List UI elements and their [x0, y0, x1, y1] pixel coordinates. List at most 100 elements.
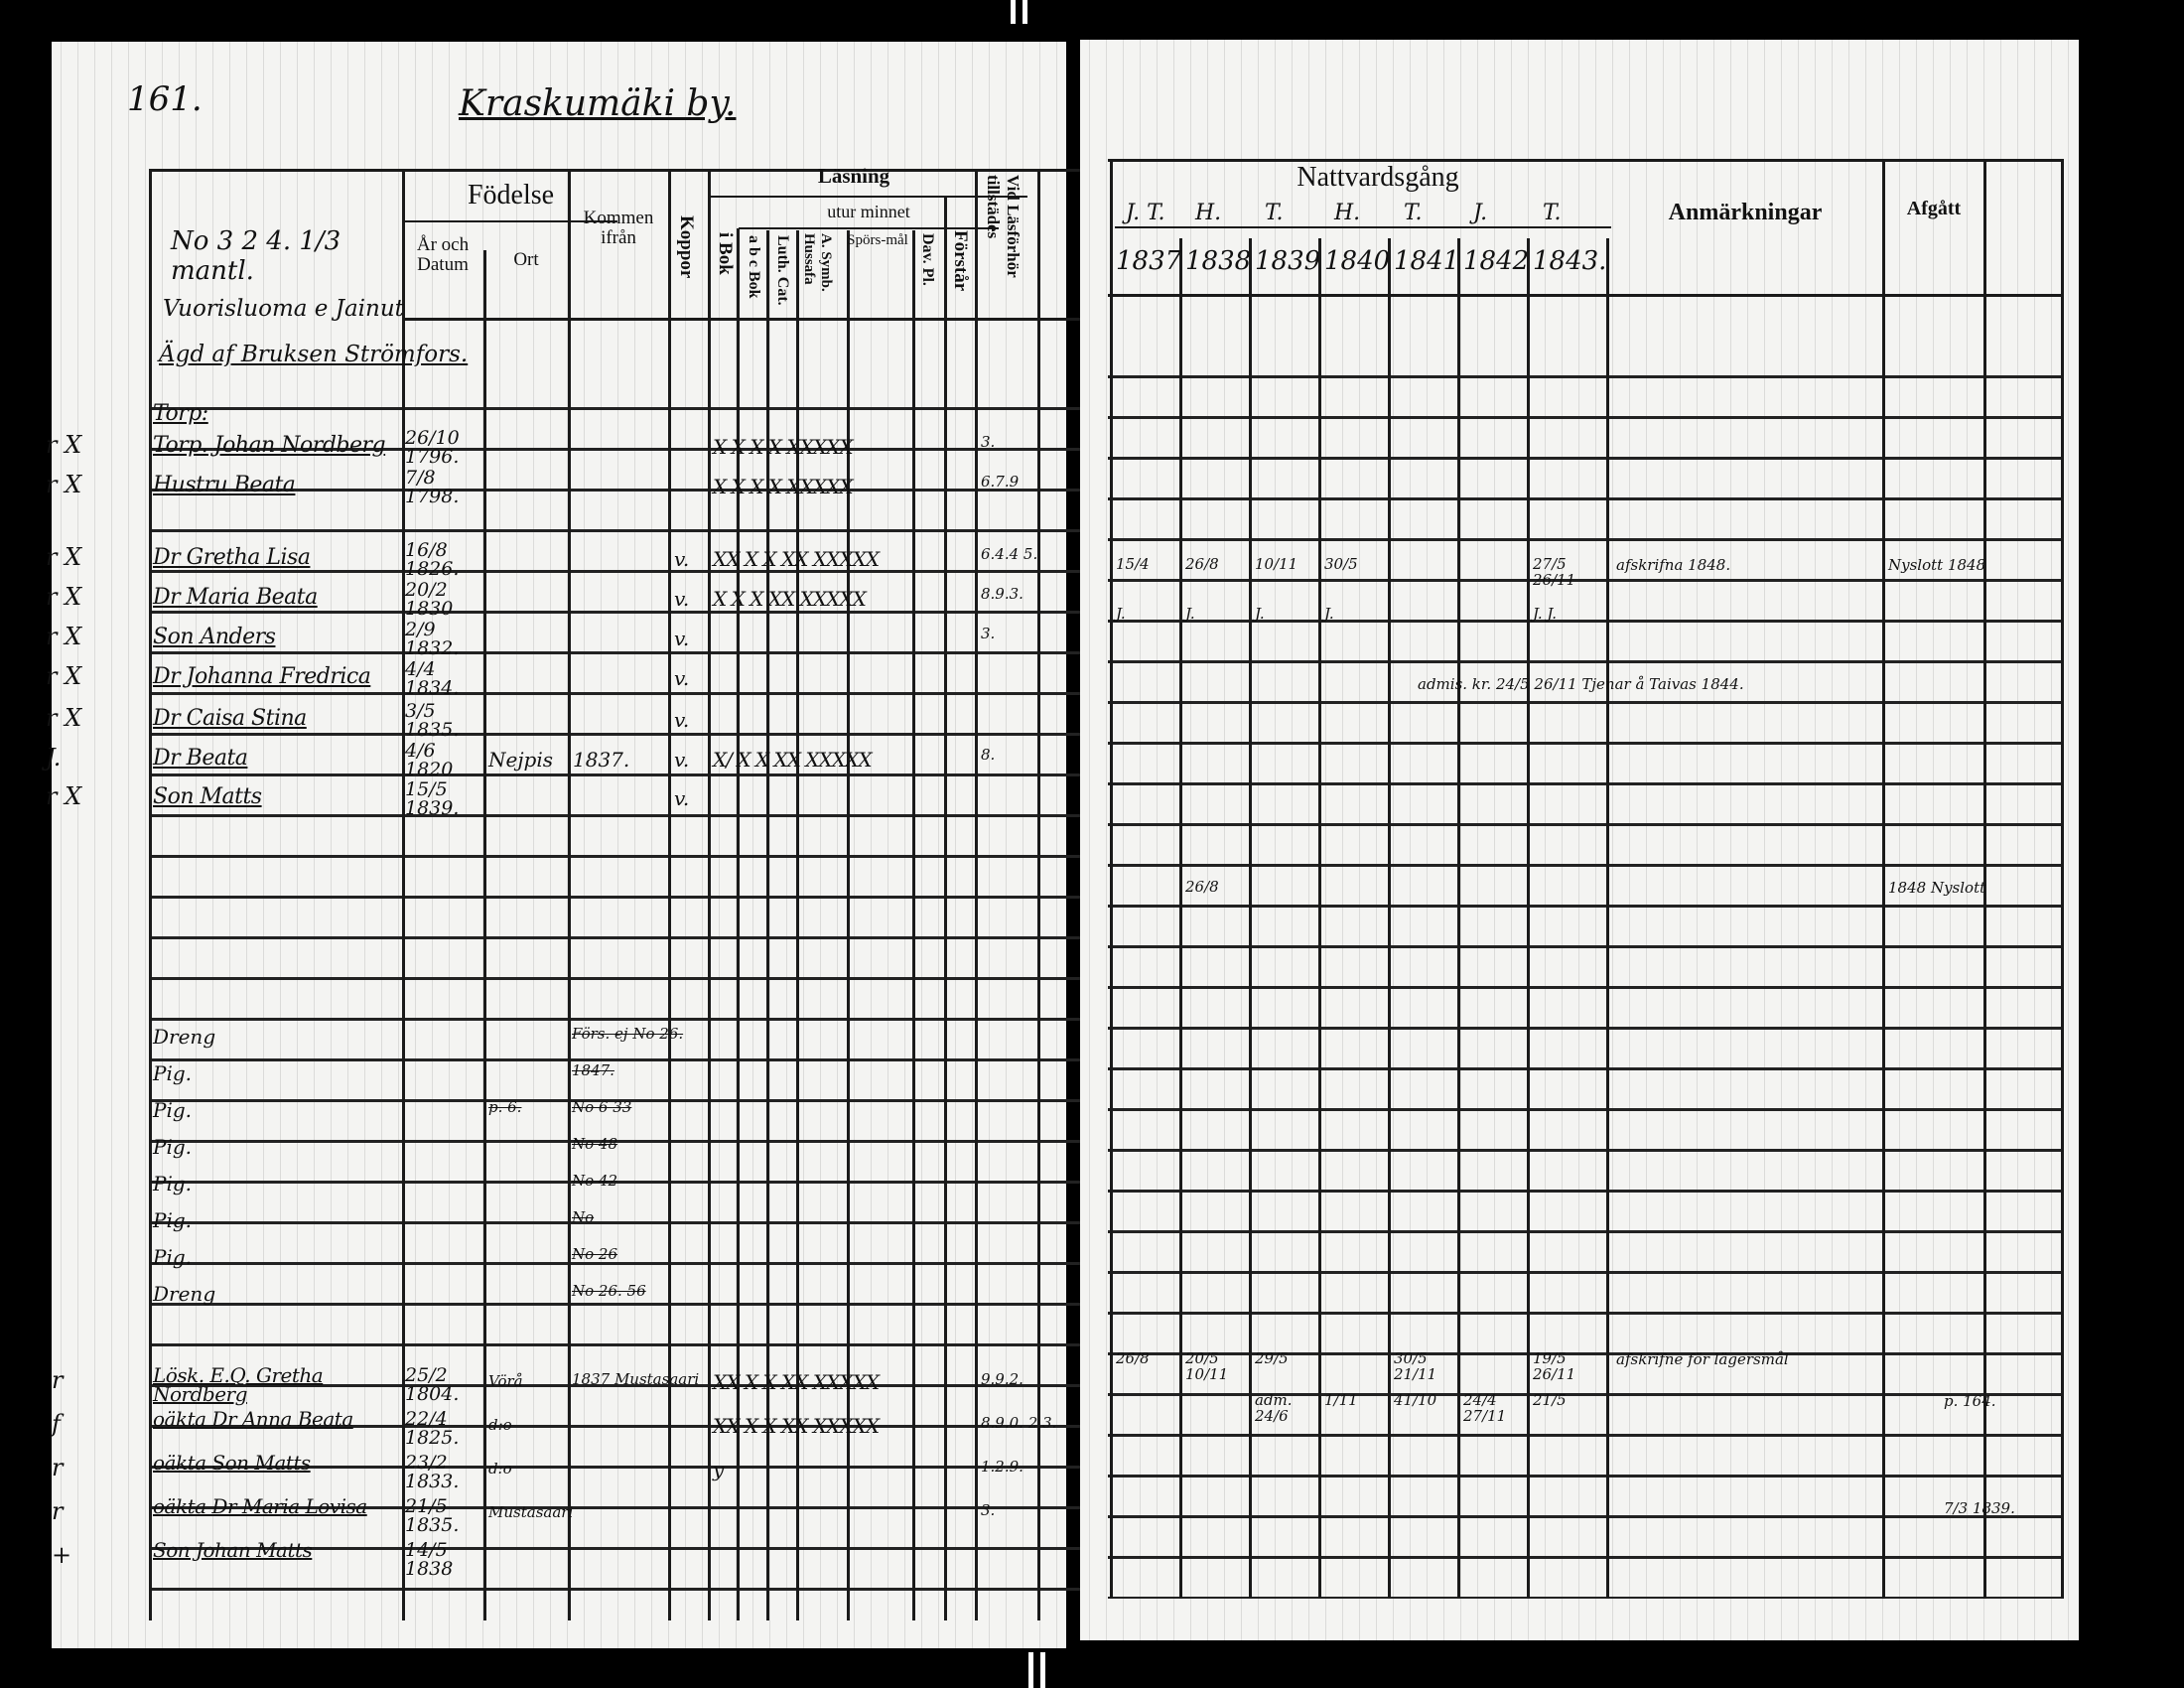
examination-attendance: 8.9.0. 2.3.: [981, 1414, 1057, 1432]
person-name: Dr Maria Beata: [153, 585, 318, 610]
servant-came-from: No 26. 56: [572, 1282, 646, 1300]
header-a-symb: A. Symb. Hussafa: [801, 233, 834, 292]
servant-came-from: No 26: [572, 1245, 618, 1263]
smallpox: v.: [674, 786, 690, 810]
communion-date: adm. 24/6: [1255, 1391, 1293, 1425]
list-item: r X Dr Caisa Stina 3/5 1835. v.: [46, 700, 1044, 744]
row-lines: [149, 369, 1090, 1620]
left-page: 161. Kraskumäki by. Födelse År och Datum…: [46, 42, 1090, 1648]
servant-came-from: Förs. ej No 26.: [572, 1025, 684, 1043]
column-line: [483, 250, 486, 1620]
communion-date: 15/4: [1116, 555, 1150, 573]
birth-place: d:o: [488, 1416, 512, 1434]
person-name: Dr Johanna Fredrica: [153, 664, 371, 689]
column-line: [796, 230, 799, 1620]
reading-marks: X X X XX XXXXX: [713, 587, 867, 611]
margin-mark: r: [52, 1497, 64, 1525]
column-line: [1388, 238, 1391, 1599]
column-line: [847, 230, 850, 1620]
remark: admis. kr. 24/5 26/11 Tjenar å Taivas 18…: [1418, 675, 1744, 693]
margin-mark: r X: [46, 471, 82, 498]
header-line: [1115, 226, 1611, 228]
list-item: r X Dr Johanna Fredrica 4/4 1834. v.: [46, 660, 1044, 702]
communion-date: 26/8: [1185, 555, 1219, 573]
person-name: Torp. Johan Nordberg: [153, 433, 386, 458]
person-name: oäkta Dr Maria Lovisa: [153, 1494, 367, 1518]
communion-date: 26/8: [1185, 878, 1219, 896]
header-i-bok: i Bok: [715, 232, 736, 275]
servant-came-from: No: [572, 1208, 595, 1226]
person-name: Dr Gretha Lisa: [153, 545, 311, 570]
smallpox: v.: [674, 748, 690, 772]
header-forstar: Förstår: [950, 230, 971, 292]
list-item: Torp:: [52, 399, 1044, 439]
birth-place: d:o: [488, 1460, 512, 1477]
birth-place: Mustasaari: [488, 1503, 574, 1521]
year-header: 1842: [1463, 246, 1530, 276]
margin-mark: r X: [46, 662, 82, 690]
departed: 7/3 1839.: [1944, 1499, 2015, 1517]
reading-marks: XX X X XX XXXXX: [713, 547, 880, 571]
column-line: [975, 169, 978, 1620]
communion-date: 20/5 10/11: [1185, 1349, 1229, 1383]
list-item: r X Dr Maria Beata 20/2 1830 v. X X X XX XXX…: [46, 581, 1044, 623]
margin-mark: f: [52, 1410, 61, 1438]
communion-date: 27/5 26/11: [1533, 555, 1576, 589]
header-fodelse: Födelse: [467, 180, 555, 211]
birth-date: 3/5 1835.: [405, 700, 460, 741]
header-koppor: Koppor: [676, 215, 697, 279]
session-mark: H.: [1334, 201, 1361, 225]
servant-title: Pig.: [153, 1245, 193, 1269]
person-name: Dr Beata: [153, 746, 248, 771]
year-header: 1838: [1185, 246, 1252, 276]
margin-mark: r X: [46, 623, 82, 650]
margin-mark: r: [52, 1366, 64, 1394]
margin-mark: +: [52, 1541, 72, 1569]
homestead-line: Vuorisluoma e Jainut: [163, 296, 404, 322]
binding-mark: [1011, 0, 1016, 24]
village-title: Kraskumäki by.: [459, 83, 737, 124]
servant-title: Dreng: [153, 1282, 216, 1306]
column-line: [708, 169, 711, 1620]
header-line: [710, 196, 1027, 198]
column-line: [402, 169, 405, 1620]
person-name: Torp:: [153, 401, 208, 426]
header-afgatt: Afgått: [1906, 198, 1962, 219]
reading-marks: X/ X X XX XXXXX: [713, 748, 873, 772]
person-name: Son Anders: [153, 625, 276, 649]
communion-date: J.: [1185, 605, 1195, 623]
came-from: 1837.: [573, 748, 630, 772]
birth-place: Vörå: [488, 1372, 523, 1390]
margin-mark: J.: [46, 744, 62, 772]
servant-came-from: No 48: [572, 1135, 618, 1153]
smallpox: v.: [674, 587, 690, 611]
year-header: 1841: [1394, 246, 1460, 276]
column-line: [668, 169, 671, 1620]
smallpox: v.: [674, 547, 690, 571]
column-line: [1527, 238, 1530, 1599]
birth-date: 2/9 1832.: [405, 619, 460, 659]
birth-date: 25/2 1804.: [405, 1364, 460, 1405]
margin-mark: r X: [46, 583, 82, 611]
column-line: [1179, 238, 1182, 1599]
servant-title: Pig.: [153, 1098, 193, 1122]
header-utur-minnet: utur minnet: [827, 202, 910, 221]
list-item: J. Dr Beata 4/6 1820 Nejpis 1837. v. X/ X X XX…: [46, 742, 1044, 783]
column-line: [737, 228, 740, 1620]
table-top-line: [1108, 159, 2061, 162]
list-item: r X Son Anders 2/9 1832. v. 3.: [46, 619, 1044, 662]
person-name: Lösk. E.Q. Gretha Nordberg: [153, 1363, 324, 1406]
list-item: r X Hustru Beata 7/8 1798. X X X X XXXXX 6.7…: [46, 469, 1044, 510]
reading-marks: X X X X XXXXX: [713, 475, 854, 498]
year-header: 1839: [1255, 246, 1321, 276]
remark: afskrifna 1848.: [1616, 556, 1731, 574]
birth-date: 16/8 1826.: [405, 539, 460, 580]
column-line: [1249, 238, 1252, 1599]
column-line: [766, 230, 769, 1620]
column-line: [944, 196, 947, 1620]
remark: afskrifne för lägersmål: [1616, 1350, 1789, 1368]
header-anmarkningar: Anmärkningar: [1668, 200, 1823, 225]
header-line: [739, 227, 999, 229]
session-mark: H.: [1195, 201, 1222, 225]
departed: 1848 Nyslott: [1888, 879, 1986, 897]
